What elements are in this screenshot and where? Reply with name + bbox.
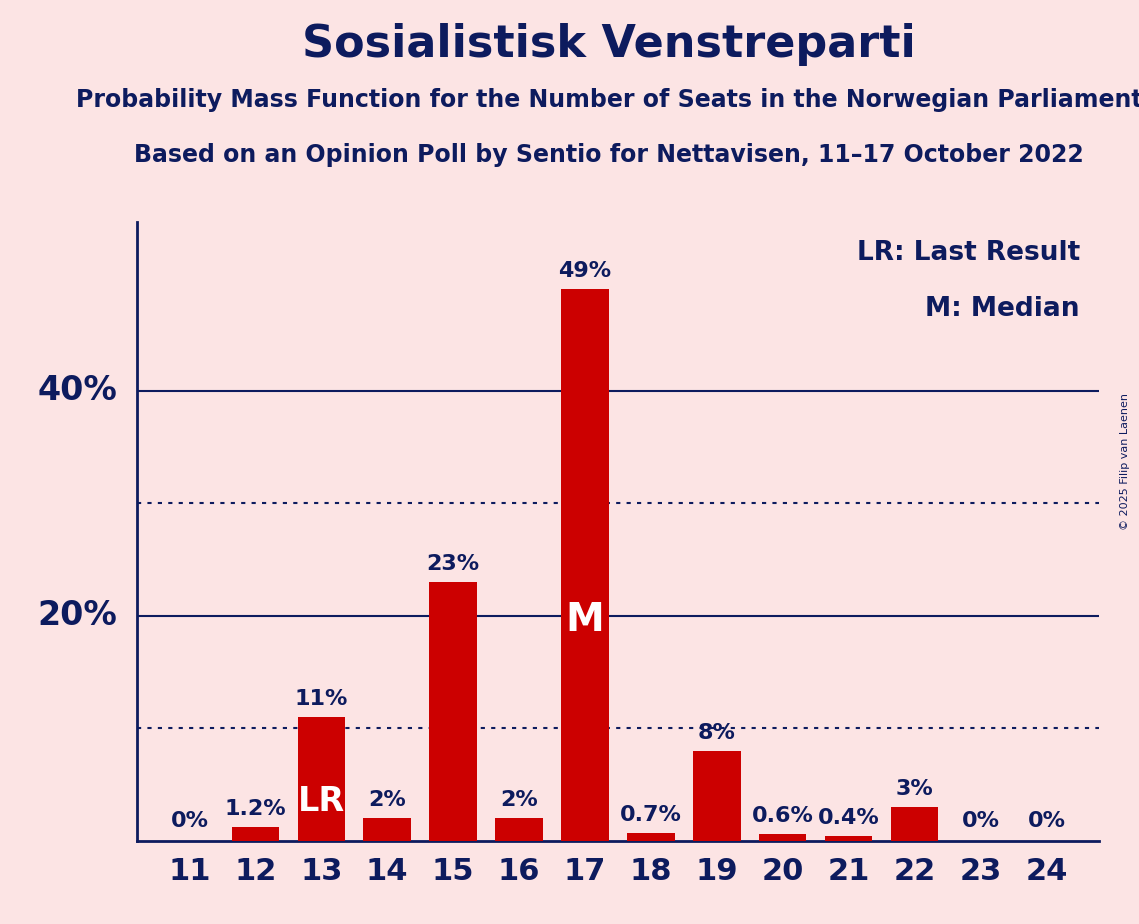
Text: Sosialistisk Venstreparti: Sosialistisk Venstreparti — [303, 23, 916, 67]
Text: 40%: 40% — [38, 374, 117, 407]
Text: 0%: 0% — [961, 810, 1000, 831]
Bar — [759, 834, 806, 841]
Bar — [825, 836, 872, 841]
Text: 0.7%: 0.7% — [620, 805, 682, 825]
Text: 23%: 23% — [426, 554, 480, 574]
Text: © 2025 Filip van Laenen: © 2025 Filip van Laenen — [1121, 394, 1130, 530]
Bar — [429, 582, 477, 841]
Text: 20%: 20% — [38, 600, 117, 632]
Bar — [562, 289, 608, 841]
Text: 0%: 0% — [171, 810, 208, 831]
Bar — [693, 751, 740, 841]
Text: 0.4%: 0.4% — [818, 808, 879, 829]
Text: 2%: 2% — [368, 790, 407, 810]
Text: Based on an Opinion Poll by Sentio for Nettavisen, 11–17 October 2022: Based on an Opinion Poll by Sentio for N… — [134, 143, 1084, 167]
Text: 2%: 2% — [500, 790, 538, 810]
Text: M: M — [566, 602, 605, 639]
Text: Probability Mass Function for the Number of Seats in the Norwegian Parliament: Probability Mass Function for the Number… — [76, 88, 1139, 112]
Text: 49%: 49% — [558, 261, 612, 282]
Text: M: Median: M: Median — [925, 296, 1080, 322]
Text: 3%: 3% — [895, 779, 934, 799]
Bar — [297, 717, 345, 841]
Text: 11%: 11% — [295, 689, 347, 709]
Bar — [231, 827, 279, 841]
Text: 1.2%: 1.2% — [224, 799, 286, 820]
Text: LR: Last Result: LR: Last Result — [857, 240, 1080, 266]
Bar — [891, 807, 939, 841]
Text: 0.6%: 0.6% — [752, 807, 813, 826]
Text: 8%: 8% — [698, 723, 736, 743]
Bar — [628, 833, 674, 841]
Text: LR: LR — [297, 784, 345, 818]
Bar — [495, 819, 543, 841]
Text: 0%: 0% — [1027, 810, 1065, 831]
Bar — [363, 819, 411, 841]
